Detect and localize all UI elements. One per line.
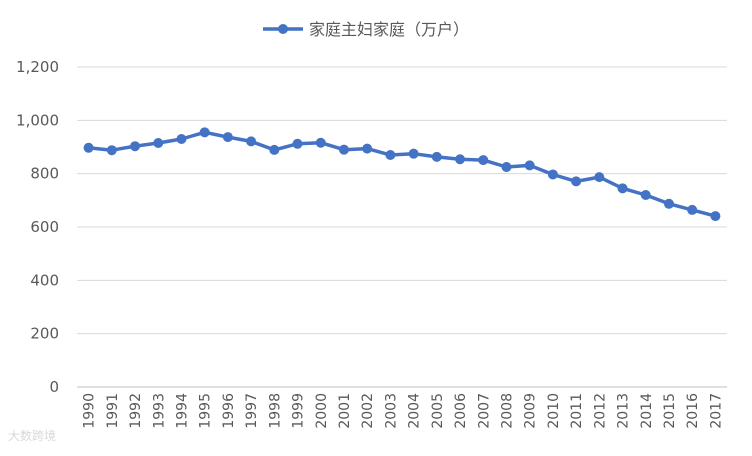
x-axis-tick-labels: 1990 1991 1992 1993 1994 1995 1996 1997 1998 1999… xyxy=(82,393,725,429)
x-tick-label: 1993 xyxy=(151,393,167,429)
y-tick-label: 0 xyxy=(49,378,59,396)
x-tick-label: 1999 xyxy=(291,393,307,429)
data-point xyxy=(571,176,582,187)
x-tick-label: 2001 xyxy=(337,393,353,429)
x-tick-label: 2005 xyxy=(430,393,446,429)
data-point xyxy=(431,151,442,162)
watermark: 大数跨境 xyxy=(8,427,56,444)
data-point xyxy=(687,204,698,215)
data-point xyxy=(153,138,164,148)
data-point xyxy=(617,183,628,194)
x-tick-label: 2011 xyxy=(569,393,585,429)
data-point xyxy=(640,190,651,200)
legend-label: 家庭主妇家庭（万户） xyxy=(309,20,469,39)
x-tick-label: 2007 xyxy=(476,393,492,429)
x-tick-label: 1997 xyxy=(244,393,260,429)
x-tick-label: 1992 xyxy=(128,393,144,429)
data-point xyxy=(83,142,94,153)
legend-marker xyxy=(278,24,288,34)
gridlines xyxy=(77,66,727,388)
x-tick-label: 2013 xyxy=(616,393,632,429)
x-tick-label: 2016 xyxy=(685,393,701,429)
data-point xyxy=(269,144,280,155)
series-line xyxy=(88,130,716,218)
x-tick-label: 2014 xyxy=(639,393,655,429)
x-tick-label: 2006 xyxy=(453,393,469,429)
data-point xyxy=(106,145,117,156)
x-tick-label: 1990 xyxy=(82,393,98,429)
data-point xyxy=(199,127,210,138)
x-tick-label: 2008 xyxy=(499,393,515,429)
data-point xyxy=(455,154,466,165)
data-point xyxy=(408,148,419,159)
y-tick-label: 600 xyxy=(30,218,59,236)
data-point xyxy=(338,144,349,155)
x-tick-label: 1991 xyxy=(105,393,121,429)
x-tick-label: 2002 xyxy=(360,393,376,429)
data-point xyxy=(547,169,558,180)
x-tick-label: 1998 xyxy=(267,393,283,429)
x-tick-label: 2003 xyxy=(383,393,399,429)
y-tick-label: 400 xyxy=(30,271,59,289)
x-tick-label: 2017 xyxy=(708,393,724,429)
data-points xyxy=(83,127,721,222)
y-tick-label: 200 xyxy=(30,325,59,343)
x-tick-label: 1994 xyxy=(174,393,190,429)
data-point xyxy=(222,132,233,143)
x-tick-label: 1996 xyxy=(221,393,237,429)
data-point xyxy=(663,198,674,209)
data-point xyxy=(176,134,187,144)
x-tick-label: 2004 xyxy=(407,393,423,429)
data-point xyxy=(710,211,721,222)
data-point xyxy=(246,136,257,147)
data-point xyxy=(594,172,605,183)
y-axis-tick-labels: 0 200 400 600 800 1,000 1,200 xyxy=(16,58,59,396)
data-point xyxy=(315,137,326,148)
y-tick-label: 1,200 xyxy=(16,58,59,76)
data-point xyxy=(292,138,303,149)
x-tick-label: 2015 xyxy=(662,393,678,429)
legend: 家庭主妇家庭（万户） xyxy=(263,20,469,39)
data-point xyxy=(501,162,512,172)
y-tick-label: 1,000 xyxy=(16,111,59,129)
x-tick-label: 2000 xyxy=(314,393,330,429)
data-point xyxy=(362,143,373,154)
x-tick-label: 1995 xyxy=(198,393,214,429)
watermark-text: 大数跨境 xyxy=(8,429,57,443)
data-point xyxy=(385,150,396,160)
data-point xyxy=(524,160,535,171)
series-polyline xyxy=(88,130,716,218)
data-point xyxy=(478,155,489,166)
x-tick-label: 2009 xyxy=(523,393,539,429)
data-point xyxy=(130,141,141,152)
x-tick-label: 2012 xyxy=(592,393,608,429)
x-tick-label: 2010 xyxy=(546,393,562,429)
y-tick-label: 800 xyxy=(30,165,59,183)
